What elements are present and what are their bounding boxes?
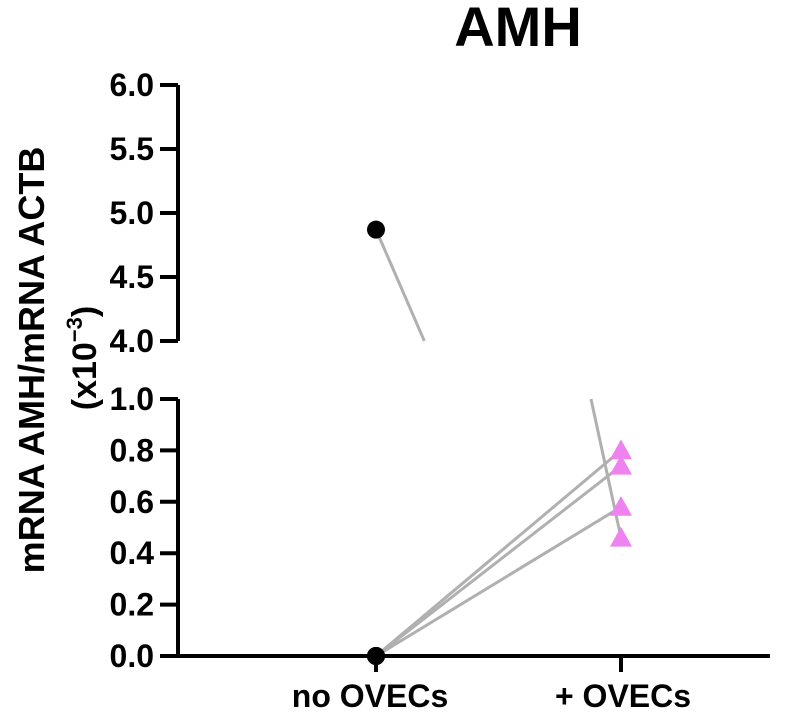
pair-line-1 (375, 505, 622, 658)
y-tick-0.2-label: 0.2 (110, 587, 154, 623)
pair-line-2 (375, 464, 622, 658)
y-axis-unit-close: ) (66, 306, 104, 317)
y-tick-4.0-label: 4.0 (110, 323, 154, 359)
y-axis-unit-text: (x10−3) (62, 306, 104, 410)
y-tick-1.0-label: 1.0 (110, 381, 154, 417)
tick-labels: 0.0 0.2 0.4 0.6 0.8 1.0 4.0 4.5 5.0 5.5 6.0 no OVEC… (110, 67, 692, 714)
y-axis-label: mRNA AMH/mRNA ACTB (11, 147, 52, 574)
point-plus-ovecs-1 (610, 495, 632, 516)
y-tick-5.5-label: 5.5 (110, 131, 154, 167)
axes (176, 85, 770, 658)
data-points (367, 220, 632, 665)
x-tick-label-0: no OVECs (292, 678, 448, 714)
y-axis-unit: (x10−3) (62, 306, 104, 410)
y-axis-label-main: mRNA AMH/mRNA ACTB (11, 147, 52, 574)
y-tick-0.4-label: 0.4 (110, 535, 155, 571)
pair-line-0-upper (374, 229, 426, 342)
point-plus-ovecs-2 (610, 454, 632, 475)
y-tick-0.0-label: 0.0 (110, 638, 154, 674)
y-tick-5.0-label: 5.0 (110, 195, 154, 231)
y-tick-6.0-label: 6.0 (110, 67, 154, 103)
x-tick-label-1: + OVECs (555, 678, 691, 714)
point-plus-ovecs-3 (610, 439, 632, 460)
y-axis-unit-exponent: −3 (62, 317, 87, 342)
chart-title: AMH (454, 0, 582, 58)
y-tick-0.6-label: 0.6 (110, 484, 154, 520)
pair-lines (374, 229, 623, 658)
point-plus-ovecs-0 (610, 526, 632, 547)
y-axis-unit-open: (x10 (66, 342, 104, 410)
point-no-ovecs-0 (367, 220, 385, 239)
pair-line-3 (375, 449, 622, 658)
y-tick-4.5-label: 4.5 (110, 259, 154, 295)
y-tick-0.8-label: 0.8 (110, 432, 154, 468)
